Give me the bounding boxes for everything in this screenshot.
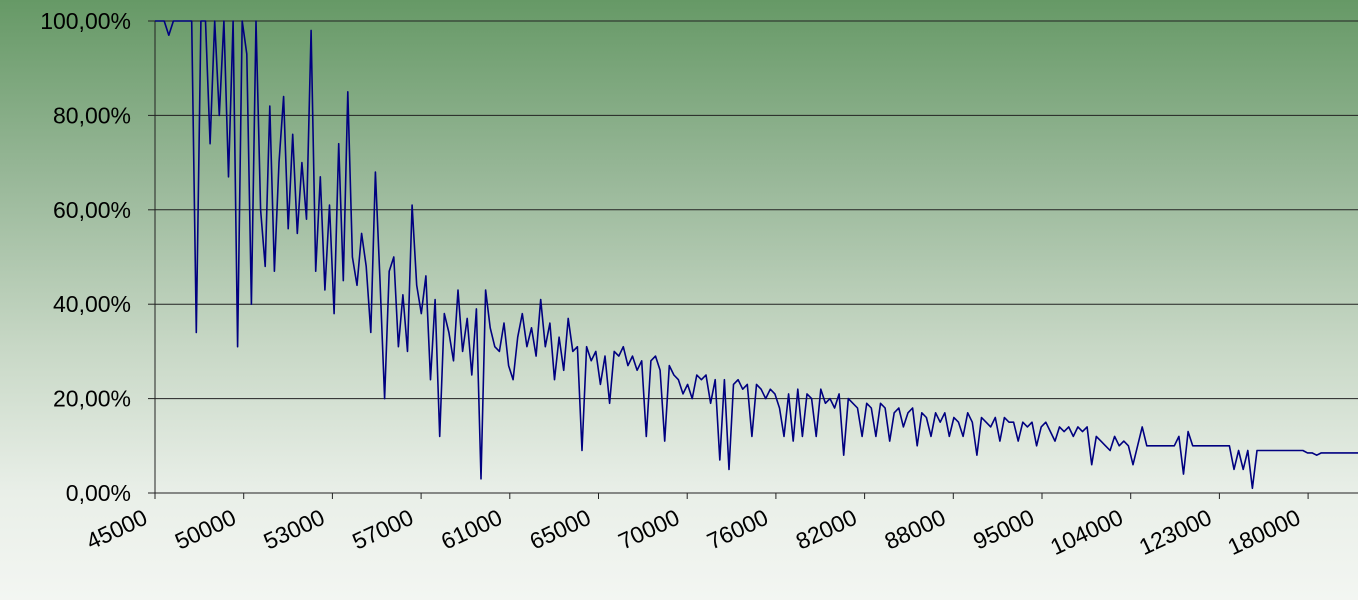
y-tick-label-4: 80,00% — [53, 102, 131, 128]
y-tick-label-0: 0,00% — [66, 480, 131, 506]
x-tick-label-12: 123000 — [1135, 504, 1216, 560]
x-tick-label-13: 180000 — [1224, 504, 1305, 560]
series-line-group — [155, 20, 1358, 490]
x-tick-label-6: 70000 — [614, 504, 683, 555]
x-tick-label-2: 53000 — [260, 504, 329, 555]
x-tick-label-5: 65000 — [526, 504, 595, 555]
x-tick-label-8: 82000 — [792, 504, 861, 555]
x-tick-labels: 45000 50000 53000 57000 61000 65000 70000 76000… — [82, 504, 1304, 560]
x-tick-label-7: 76000 — [703, 504, 772, 555]
x-tick-label-10: 95000 — [969, 504, 1038, 555]
y-tick-label-3: 60,00% — [53, 197, 131, 223]
x-tick-label-11: 104000 — [1046, 504, 1127, 560]
y-tick-label-2: 40,00% — [53, 291, 131, 317]
axes — [148, 20, 1358, 499]
x-tick-label-3: 57000 — [348, 504, 417, 555]
x-tick-label-1: 50000 — [171, 504, 240, 555]
y-tick-labels: 0,00% 20,00% 40,00% 60,00% 80,00% 100,00% — [40, 8, 131, 506]
gridlines — [155, 20, 1358, 400]
x-tick-label-4: 61000 — [437, 504, 506, 555]
x-tick-label-9: 88000 — [880, 504, 949, 555]
series-line-0 — [155, 20, 1358, 490]
x-tick-label-0: 45000 — [82, 504, 151, 555]
y-tick-label-5: 100,00% — [40, 8, 131, 34]
y-tick-label-1: 20,00% — [53, 386, 131, 412]
